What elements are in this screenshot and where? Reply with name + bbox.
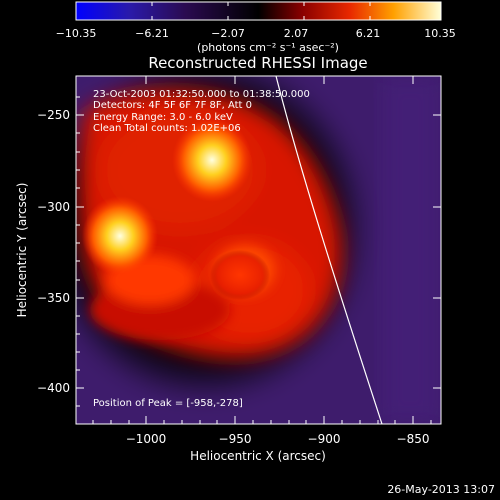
colorbar-gradient xyxy=(75,1,442,21)
colorbar-tick-label: 10.35 xyxy=(424,27,456,40)
peak-position: Position of Peak = [-958,-278] xyxy=(93,398,243,409)
x-axis-label: Heliocentric X (arcsec) xyxy=(190,449,326,463)
bright-source-north xyxy=(172,118,252,202)
x-tick-label: −900 xyxy=(308,432,341,446)
colorbar-unit-label: (photons cm⁻² s⁻¹ asec⁻²) xyxy=(197,41,339,54)
rhessi-image xyxy=(76,76,441,424)
x-tick-label: −1000 xyxy=(126,432,167,446)
colorbar-tick-label: −10.35 xyxy=(56,27,97,40)
y-tick-label: −350 xyxy=(37,291,70,305)
y-tick-label: −400 xyxy=(37,381,70,395)
colorbar-tick-label: −2.07 xyxy=(211,27,245,40)
colorbar: −10.35 −6.21 −2.07 2.07 6.21 10.35 (phot… xyxy=(56,1,456,54)
plot-frame xyxy=(75,75,442,425)
colorbar-tick-label: 2.07 xyxy=(284,27,309,40)
info-time-range: 23-Oct-2003 01:32:50.000 to 01:38:50.000 xyxy=(93,89,310,100)
x-tick-label: −950 xyxy=(219,432,252,446)
observation-info: 23-Oct-2003 01:32:50.000 to 01:38:50.000… xyxy=(93,89,310,134)
y-axis-label: Heliocentric Y (arcsec) xyxy=(15,183,29,318)
image-title: Reconstructed RHESSI Image xyxy=(148,54,367,72)
colorbar-tick-label: −6.21 xyxy=(135,27,169,40)
y-tick-label: −250 xyxy=(37,108,70,122)
solar-limb-line xyxy=(275,76,383,424)
axis-ticks xyxy=(76,76,441,424)
bright-source-west xyxy=(82,196,158,276)
x-tick-label: −850 xyxy=(397,432,430,446)
info-detectors: Detectors: 4F 5F 6F 7F 8F, Att 0 xyxy=(93,100,252,111)
y-tick-label: −300 xyxy=(37,200,70,214)
info-energy-range: Energy Range: 3.0 - 6.0 keV xyxy=(93,112,233,123)
info-counts: Clean Total counts: 1.02E+06 xyxy=(93,123,241,134)
colorbar-tick-label: 6.21 xyxy=(356,27,381,40)
timestamp: 26-May-2013 13:07 xyxy=(387,483,495,496)
